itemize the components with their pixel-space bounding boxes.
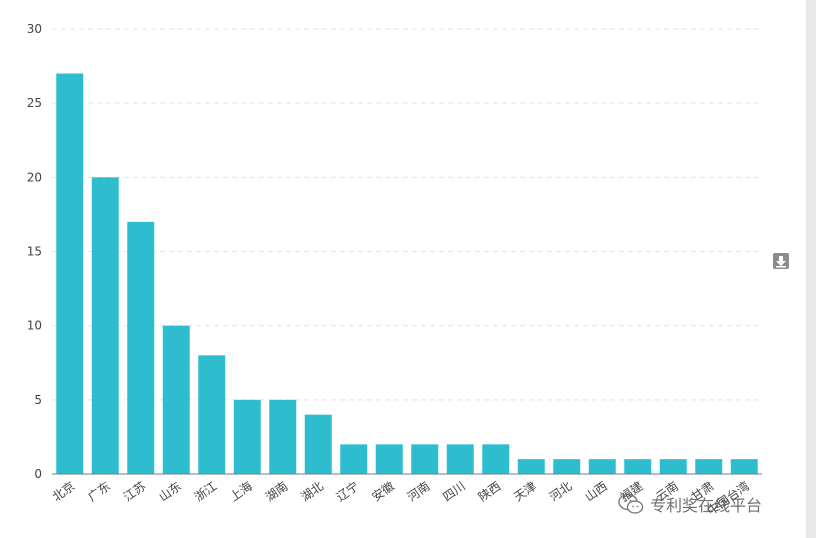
bar-6[interactable] — [233, 399, 261, 474]
wechat-icon — [618, 493, 644, 514]
bar-19[interactable] — [695, 459, 723, 474]
x-tick-label: 天津 — [511, 479, 539, 504]
x-tick-label: 上海 — [227, 478, 255, 504]
download-button[interactable] — [773, 253, 789, 269]
x-tick-label: 安徽 — [369, 478, 397, 504]
bar-5[interactable] — [198, 355, 226, 474]
bar-18[interactable] — [659, 459, 687, 474]
bars — [56, 73, 758, 475]
x-tick-label: 湖南 — [262, 478, 290, 504]
bar-4[interactable] — [162, 325, 190, 474]
y-axis: 0 5 10 15 20 25 30 — [27, 22, 42, 481]
y-tick-label: 20 — [27, 170, 42, 184]
y-tick-label: 30 — [27, 22, 42, 36]
bar-13[interactable] — [482, 444, 510, 474]
bar-7[interactable] — [269, 399, 297, 474]
bar-20[interactable] — [730, 459, 758, 474]
bar-14[interactable] — [517, 459, 545, 474]
bar-2[interactable] — [91, 177, 119, 475]
bar-11[interactable] — [411, 444, 439, 474]
x-tick-label: 山西 — [582, 479, 610, 504]
watermark: 专利奖在线平台 — [618, 492, 762, 516]
x-tick-label: 陕西 — [475, 478, 503, 504]
bar-3[interactable] — [127, 221, 155, 474]
bar-1[interactable] — [56, 73, 84, 475]
y-tick-label: 0 — [34, 467, 42, 481]
y-tick-label: 5 — [34, 393, 42, 407]
x-tick-label: 河南 — [404, 478, 432, 504]
x-tick-label: 北京 — [50, 479, 78, 504]
bar-16[interactable] — [588, 459, 616, 474]
x-tick-label: 江苏 — [121, 479, 149, 504]
y-tick-label: 10 — [27, 319, 42, 333]
x-tick-label: 湖北 — [298, 478, 326, 504]
bar-10[interactable] — [375, 444, 403, 474]
x-tick-label: 浙江 — [192, 479, 220, 504]
bar-15[interactable] — [553, 459, 581, 474]
x-tick-label: 山东 — [156, 479, 184, 504]
x-tick-label: 四川 — [440, 479, 468, 504]
scrollbar-edge — [806, 0, 816, 538]
x-tick-label: 辽宁 — [333, 478, 361, 504]
bar-12[interactable] — [446, 444, 474, 474]
bar-8[interactable] — [304, 414, 332, 474]
download-icon — [776, 256, 786, 268]
y-tick-label: 25 — [27, 96, 42, 110]
grid-lines — [52, 28, 762, 401]
x-tick-label: 河北 — [547, 479, 575, 504]
x-tick-label: 广东 — [85, 479, 113, 504]
bar-17[interactable] — [624, 459, 652, 474]
y-tick-label: 15 — [27, 245, 42, 259]
bar-9[interactable] — [340, 444, 368, 474]
watermark-text: 专利奖在线平台 — [650, 496, 763, 515]
